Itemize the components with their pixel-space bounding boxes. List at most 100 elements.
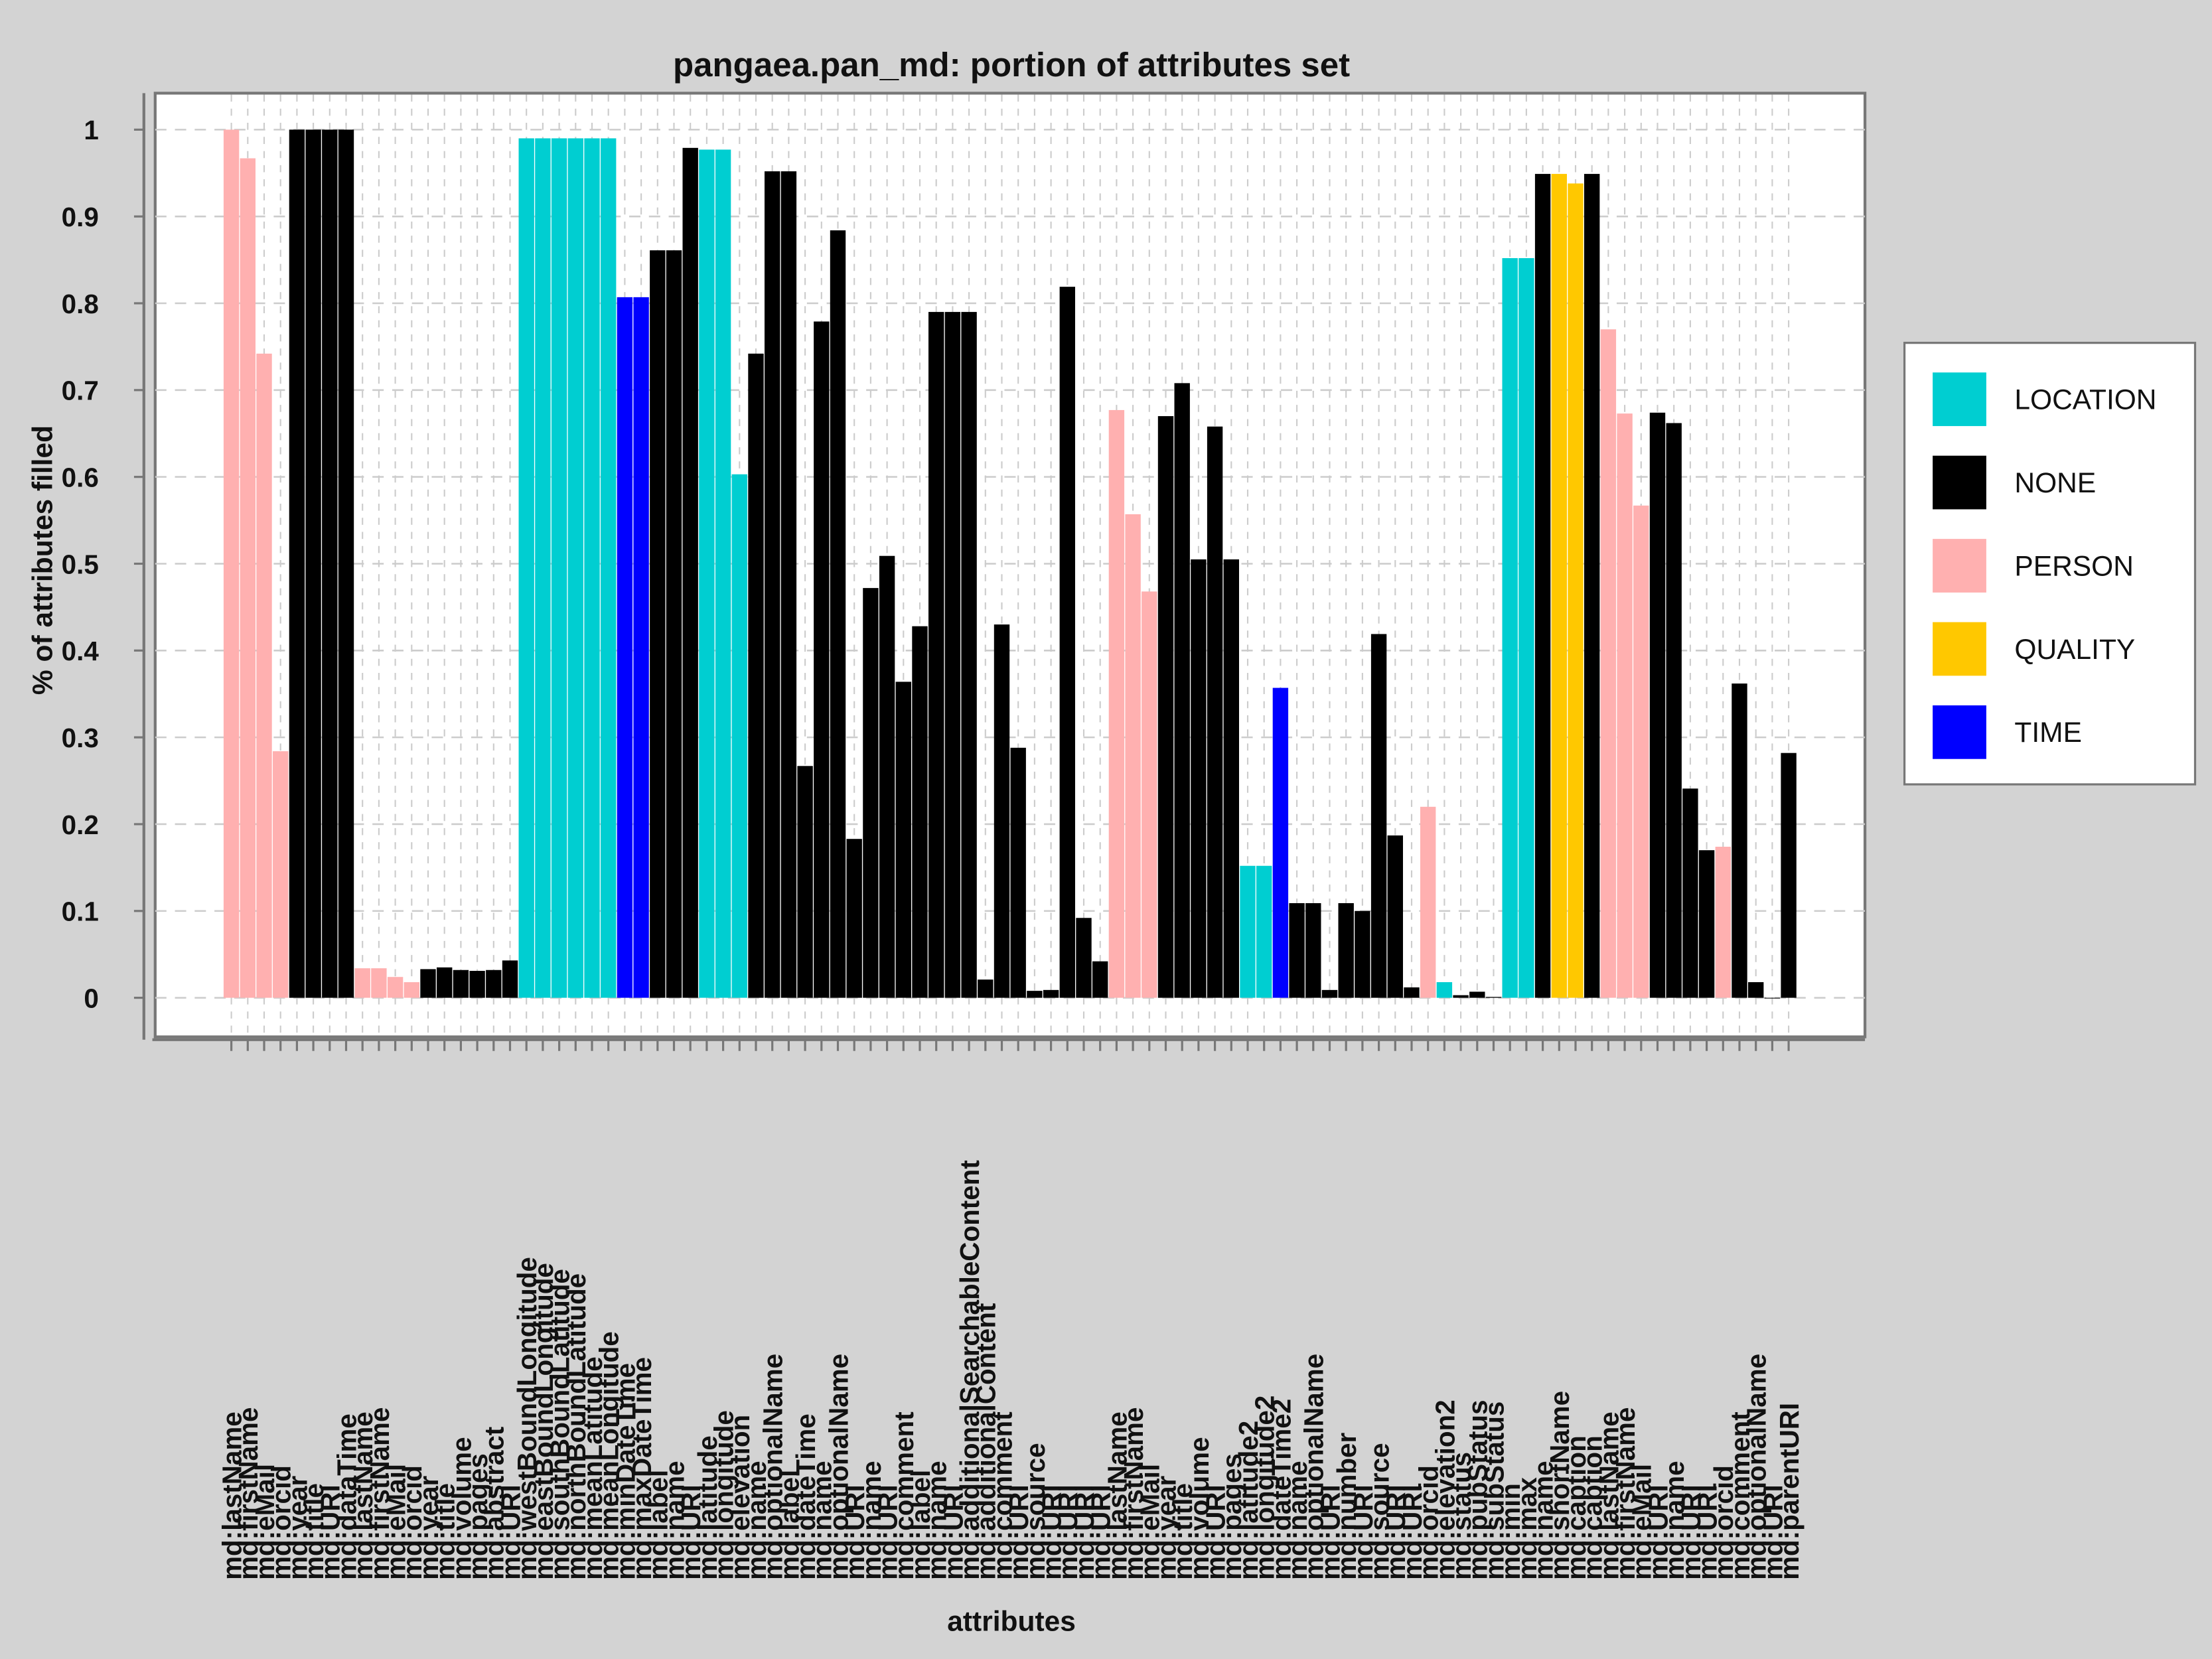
y-tick-label: 0.6	[62, 463, 99, 493]
bar	[535, 138, 551, 998]
bar	[502, 960, 518, 998]
bar	[1781, 753, 1797, 998]
x-tick-label: md:URI	[1643, 1484, 1673, 1580]
x-tick-label: md:latitude	[692, 1435, 723, 1580]
legend-label: TIME	[2014, 717, 2082, 749]
x-tick-label: md:dataTime	[331, 1413, 362, 1580]
bar	[371, 968, 387, 998]
x-tick-label: md:URI	[1348, 1484, 1378, 1580]
bar	[1534, 174, 1551, 998]
x-tick-label: md:URI	[840, 1484, 870, 1580]
bar	[1551, 174, 1567, 998]
bar	[322, 129, 338, 998]
bar	[420, 969, 436, 998]
bar	[1010, 747, 1026, 998]
bar	[601, 138, 617, 998]
x-tick-label: md:lastName	[1102, 1411, 1132, 1580]
x-tick-label: md:eMail	[250, 1464, 280, 1580]
x-tick-label: md:name	[659, 1461, 690, 1579]
x-tick-label: md:name	[922, 1461, 952, 1579]
bar	[879, 555, 895, 998]
bar	[1289, 903, 1305, 998]
x-tick-label: md:year	[282, 1475, 313, 1579]
x-tick-label: md:latitude2	[1233, 1421, 1264, 1580]
x-tick-label: md:dateTime	[790, 1413, 821, 1580]
x-tick-label: md:title	[430, 1483, 461, 1580]
x-tick-label: md:eastBoundLongitude	[528, 1263, 559, 1580]
bar	[863, 588, 879, 998]
x-tick-label: md:meanLatitude	[577, 1356, 608, 1580]
bar	[978, 979, 994, 998]
bar	[765, 171, 780, 998]
bar	[469, 971, 485, 998]
x-tick-label: md:URI	[1315, 1484, 1345, 1580]
bar	[1387, 835, 1403, 998]
x-tick-label: md:title	[1167, 1483, 1198, 1580]
bar	[748, 353, 764, 998]
x-tick-label: md:lastName	[348, 1411, 378, 1580]
bar	[814, 321, 830, 998]
bar	[666, 250, 682, 998]
x-tick-label: md:URI	[1692, 1484, 1722, 1580]
bar	[338, 129, 354, 998]
bar	[797, 766, 813, 998]
bar	[650, 250, 666, 998]
x-tick-label: md:volume	[446, 1437, 477, 1579]
bar	[1272, 687, 1289, 998]
x-tick-label: md:URI	[938, 1484, 968, 1580]
x-tick-label: md:label	[905, 1470, 936, 1580]
legend-label: LOCATION	[2014, 385, 2156, 416]
bar	[1207, 426, 1223, 998]
x-tick-label: md:orcid	[266, 1465, 297, 1580]
x-tick-label: md:URI	[676, 1484, 706, 1580]
x-tick-label: md:URI	[1200, 1484, 1230, 1580]
bar	[486, 970, 502, 998]
bar	[1256, 865, 1272, 998]
bar	[633, 297, 649, 998]
legend-label: QUALITY	[2014, 634, 2135, 666]
x-tick-label: md:additionalSearchableContent	[954, 1160, 985, 1580]
bar	[1305, 903, 1321, 998]
x-tick-label: md:name	[856, 1461, 887, 1579]
bar	[617, 297, 633, 998]
x-tick-label: md:URI	[1086, 1484, 1116, 1580]
x-tick-label: md:optionalName	[1299, 1354, 1329, 1580]
bar	[1502, 257, 1518, 998]
legend-swatch	[1933, 539, 1986, 593]
legend-label: NONE	[2014, 468, 2096, 499]
bar	[1174, 383, 1190, 998]
x-tick-label: md:pubStatus	[1463, 1400, 1493, 1579]
bar	[273, 751, 289, 998]
x-tick-label: md:min	[1495, 1483, 1526, 1580]
bar	[1453, 995, 1469, 998]
y-tick-label: 0	[84, 983, 98, 1013]
x-tick-label: md:URI	[1069, 1484, 1100, 1580]
x-tick-label: md:westBoundLongitude	[512, 1257, 542, 1580]
x-tick-label: md:parentURI	[1774, 1403, 1805, 1580]
x-tick-label: md:URI	[1036, 1484, 1067, 1580]
bar	[223, 129, 240, 998]
x-tick-label: md:meanLongitude	[594, 1331, 625, 1580]
x-tick-label: md:northBoundLatitude	[561, 1273, 591, 1580]
bar	[289, 129, 305, 998]
bar	[305, 129, 321, 998]
x-axis-title: attributes	[947, 1606, 1076, 1637]
bar	[1649, 412, 1666, 998]
x-tick-label: md:comment	[987, 1411, 1017, 1580]
bar	[1617, 413, 1633, 998]
x-tick-label: md:URI	[1676, 1484, 1706, 1580]
bar	[682, 147, 698, 998]
bar	[912, 626, 928, 998]
bar	[780, 171, 797, 998]
bar	[1715, 846, 1731, 998]
bar	[1436, 982, 1453, 998]
x-tick-label: md:URI	[315, 1484, 346, 1580]
y-tick-label: 0.3	[62, 723, 99, 753]
x-tick-label: md:lastName	[1593, 1411, 1624, 1580]
bar	[830, 230, 846, 998]
x-tick-label: md:title	[299, 1483, 329, 1580]
x-tick-label: md:shortName	[1544, 1391, 1575, 1580]
bar	[1568, 183, 1584, 998]
bar	[1092, 961, 1108, 998]
